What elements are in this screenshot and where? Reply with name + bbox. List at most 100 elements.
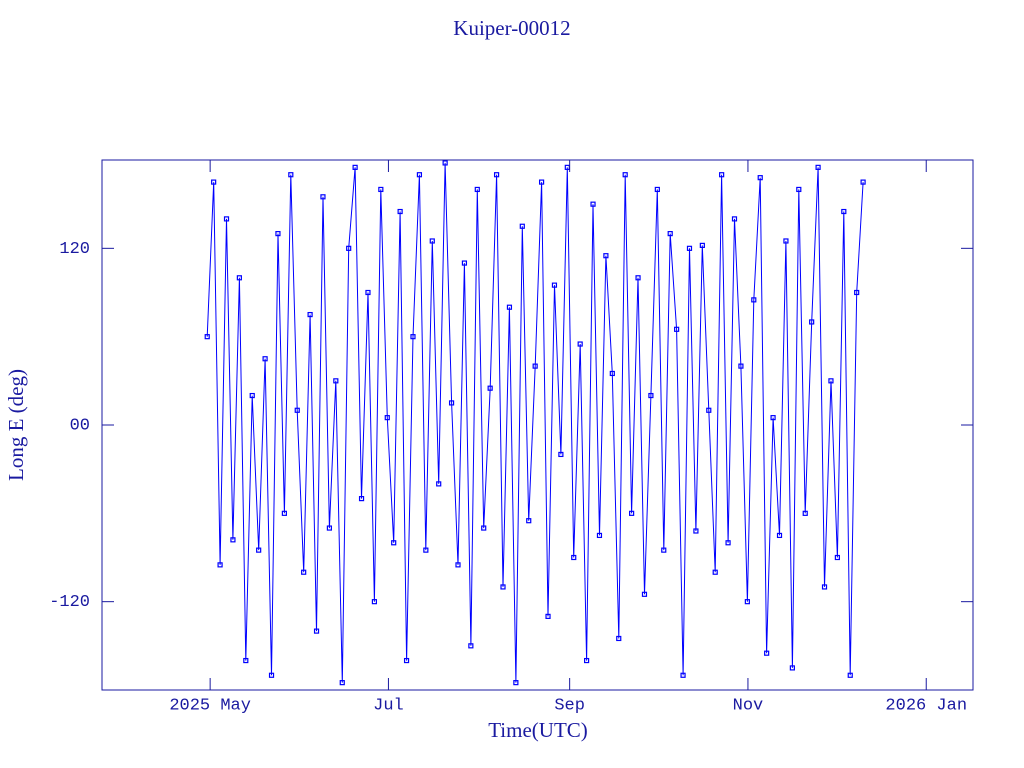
data-point <box>487 385 493 391</box>
x-axis-label: Time(UTC) <box>488 718 588 742</box>
data-point <box>423 547 429 553</box>
data-point <box>436 481 442 487</box>
data-point <box>326 525 332 531</box>
data-point <box>294 407 300 413</box>
data-point <box>667 231 673 237</box>
data-point <box>249 392 255 399</box>
data-point <box>268 672 275 678</box>
data-point <box>217 562 223 568</box>
data-point <box>609 370 615 377</box>
data-point <box>256 547 262 553</box>
data-point <box>275 231 281 237</box>
data-point <box>590 201 596 207</box>
data-point <box>577 341 583 347</box>
data-point <box>680 672 686 678</box>
x-tick-label: Jul <box>373 696 404 715</box>
data-point <box>230 537 236 543</box>
data-point <box>545 613 551 619</box>
data-point <box>757 175 763 181</box>
data-point <box>648 392 654 399</box>
data-point <box>346 245 352 251</box>
data-point <box>365 289 371 296</box>
data-point <box>558 451 564 458</box>
x-tick-label: Nov <box>733 696 764 715</box>
data-point <box>474 186 480 193</box>
data-point <box>455 562 461 568</box>
data-point <box>854 289 860 296</box>
data-point <box>712 569 718 575</box>
y-axis-label: Long E (deg) <box>4 369 28 481</box>
data-point <box>751 297 757 303</box>
data-point <box>262 356 268 362</box>
data-point <box>519 223 525 229</box>
data-point <box>584 657 590 664</box>
data-point <box>448 400 455 406</box>
data-point <box>699 242 705 248</box>
data-point <box>371 599 378 605</box>
data-point <box>744 599 750 605</box>
plot-area <box>204 160 866 686</box>
data-line <box>206 162 864 683</box>
data-point <box>384 415 390 421</box>
data-point <box>243 657 249 664</box>
data-point <box>783 238 789 244</box>
data-point <box>571 554 577 561</box>
data-point <box>706 407 712 413</box>
data-point <box>860 179 866 185</box>
y-tick-label: 120 <box>59 240 90 259</box>
data-point <box>847 672 853 678</box>
x-tick-label: 2025 May <box>169 696 251 715</box>
data-point <box>281 510 287 516</box>
data-point <box>526 518 532 524</box>
data-point <box>789 665 795 671</box>
data-point <box>236 275 242 281</box>
x-tick-label: Sep <box>554 696 585 715</box>
data-point <box>841 208 847 215</box>
data-point <box>674 326 680 332</box>
data-point <box>776 532 783 539</box>
data-point <box>481 525 487 531</box>
data-point <box>468 643 474 649</box>
data-point <box>352 164 358 170</box>
data-point <box>596 532 603 539</box>
data-point <box>731 216 738 222</box>
data-point <box>809 319 815 325</box>
data-point <box>719 172 725 178</box>
data-point <box>416 172 423 178</box>
data-point <box>622 172 628 178</box>
data-point <box>403 657 410 664</box>
data-point <box>339 680 345 686</box>
data-point <box>661 547 667 553</box>
data-point <box>410 334 416 340</box>
y-tick-label: -120 <box>49 593 90 612</box>
data-point <box>397 208 403 215</box>
data-point <box>686 245 693 251</box>
data-point <box>223 216 230 222</box>
data-point <box>802 510 808 516</box>
data-point <box>796 186 802 193</box>
data-point <box>738 363 744 369</box>
data-point <box>538 179 545 185</box>
data-point <box>442 160 448 166</box>
data-point <box>513 680 519 686</box>
data-point <box>211 179 217 185</box>
data-point <box>461 260 468 266</box>
data-point <box>828 378 834 384</box>
y-tick-label: 00 <box>70 416 90 435</box>
data-point <box>320 194 326 200</box>
data-point <box>654 186 660 193</box>
data-point <box>307 311 313 318</box>
data-point <box>333 378 339 384</box>
data-point <box>378 186 384 193</box>
data-point <box>725 540 731 546</box>
plot-frame <box>101 159 974 691</box>
data-point <box>429 238 435 244</box>
data-point <box>500 584 506 590</box>
data-point <box>551 282 558 288</box>
data-point <box>616 635 622 642</box>
data-point <box>764 650 770 656</box>
data-point <box>288 172 294 178</box>
data-point <box>301 569 307 575</box>
